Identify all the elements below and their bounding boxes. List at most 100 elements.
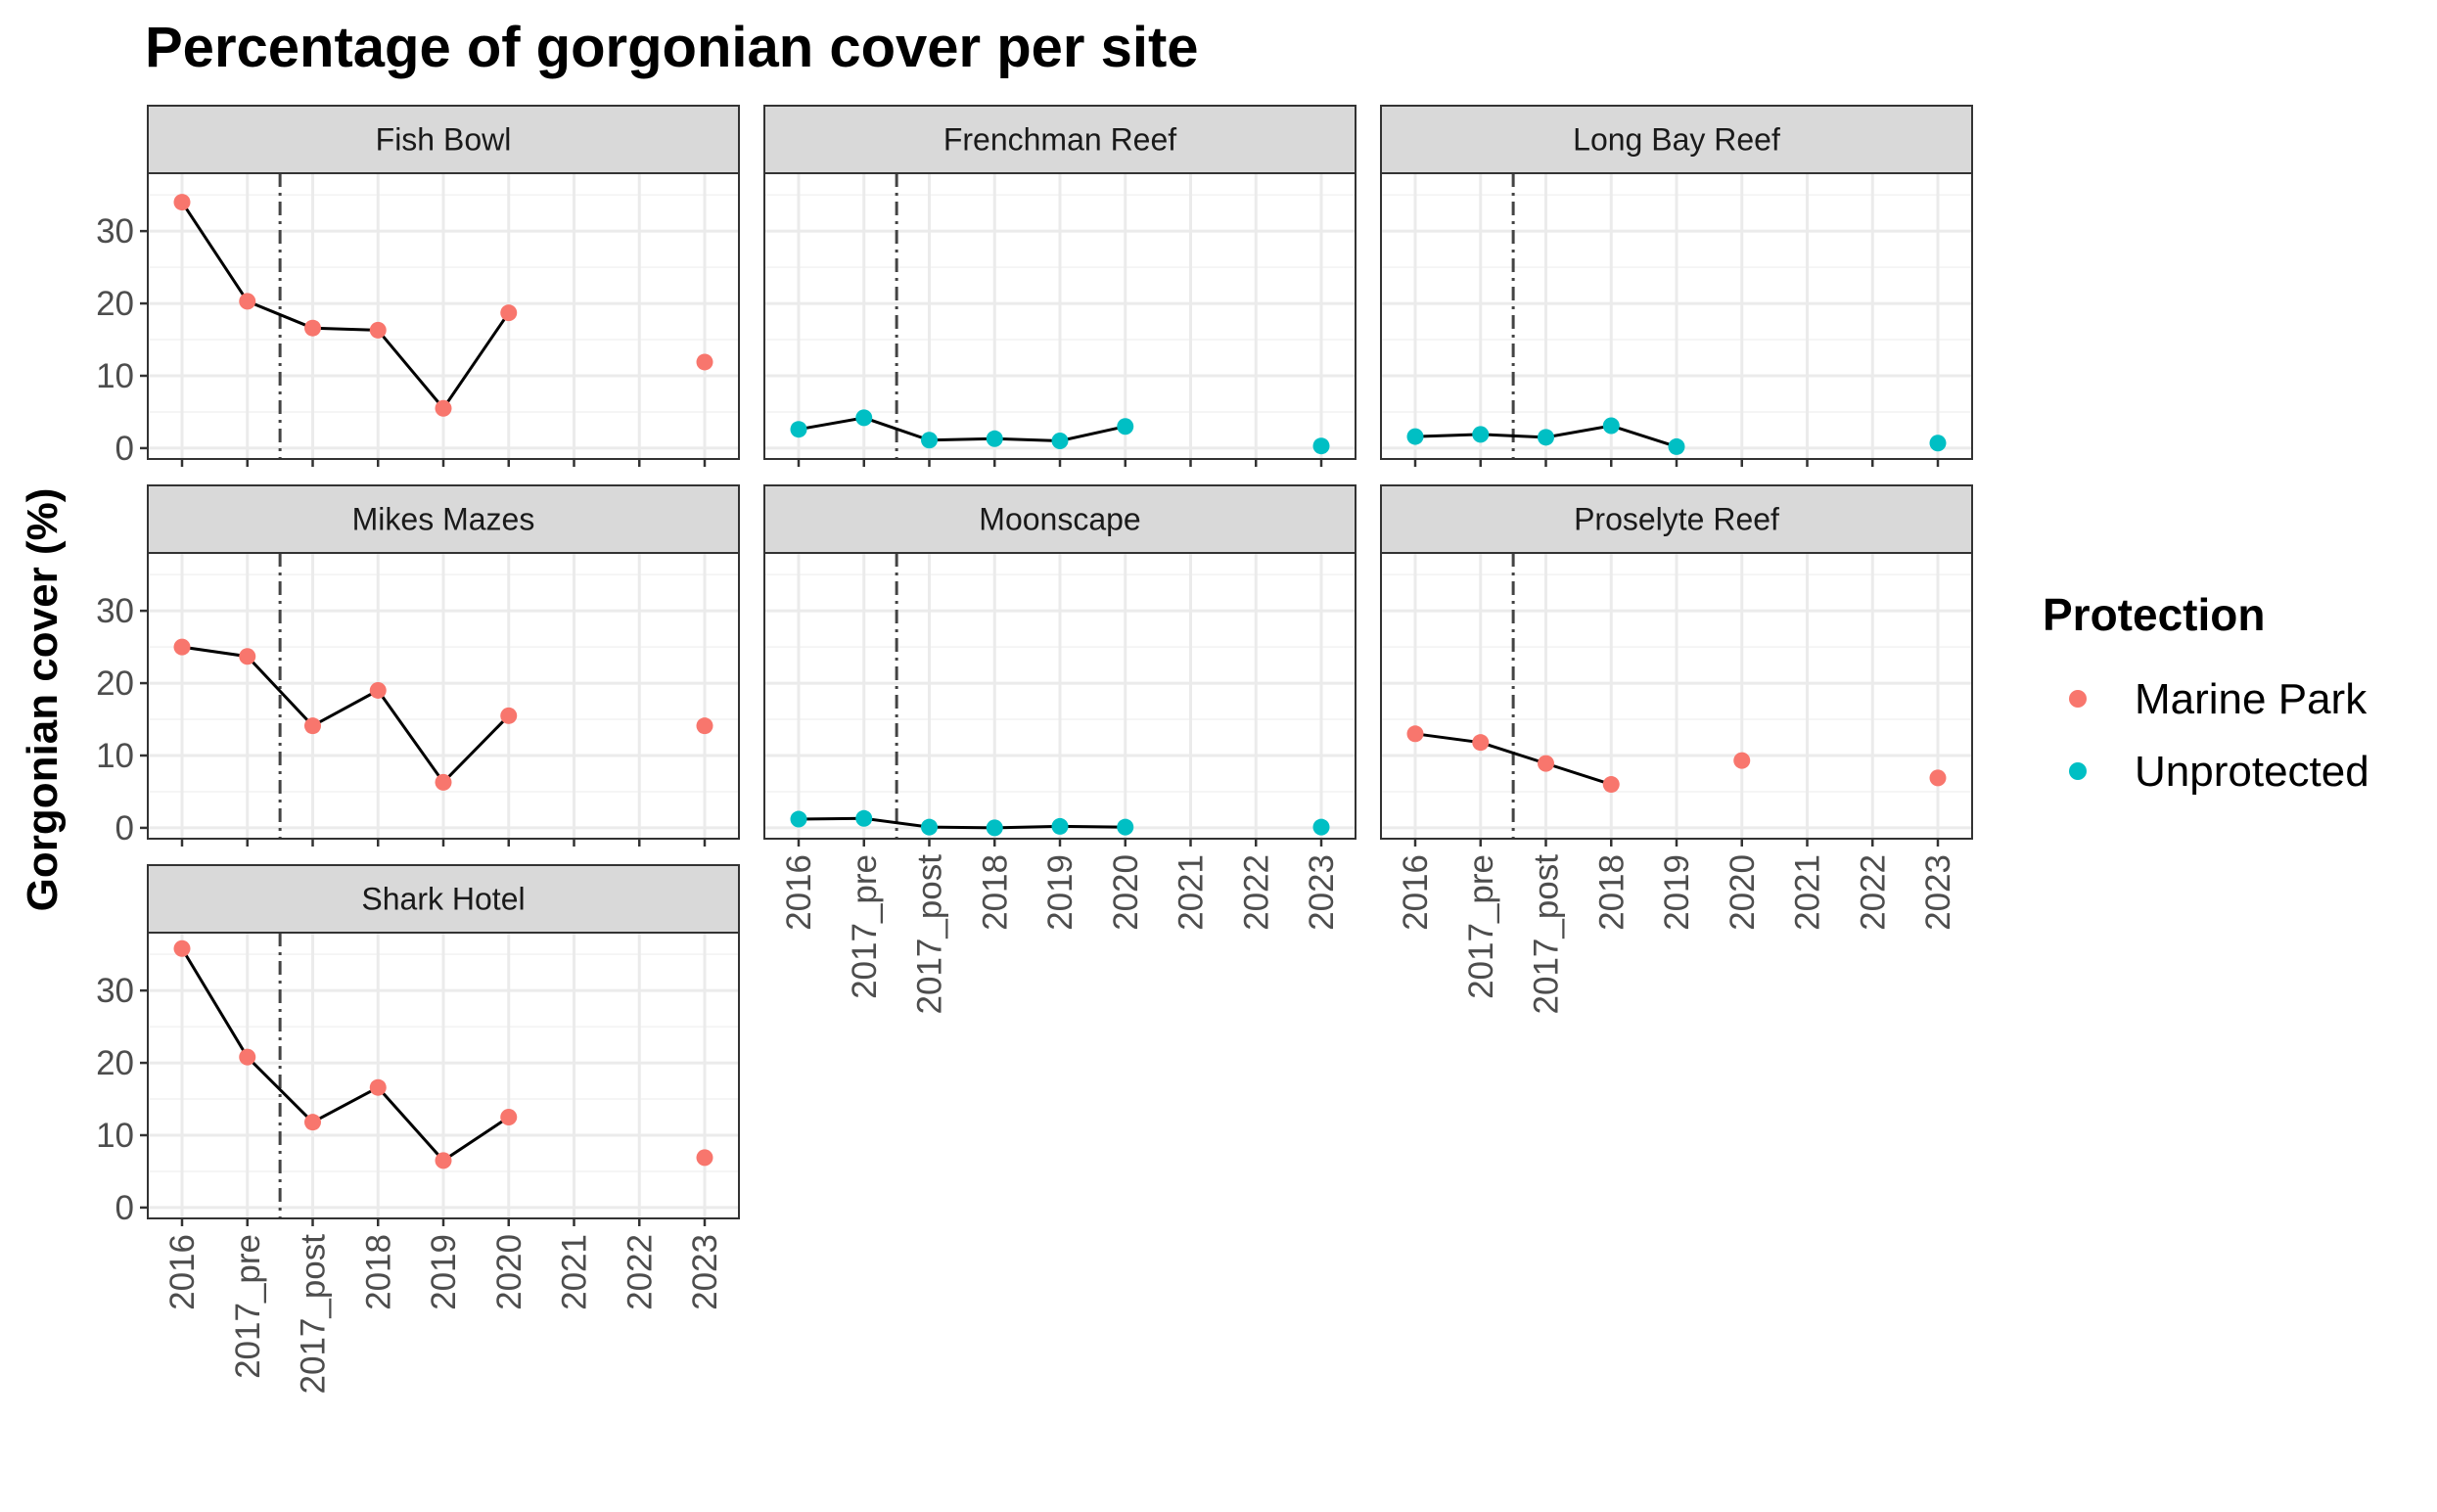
data-point xyxy=(1312,818,1330,836)
series-line xyxy=(1414,732,1612,786)
legend-label-marine-park: Marine Park xyxy=(2135,675,2368,723)
data-point xyxy=(1538,755,1554,772)
data-point xyxy=(1538,429,1554,446)
y-tick-label: 30 xyxy=(96,592,134,630)
facet-strip-label: Mikes Mazes xyxy=(352,502,535,537)
data-point xyxy=(1117,418,1134,435)
data-point xyxy=(304,717,321,735)
x-tick-label: 2020 xyxy=(490,1234,529,1310)
panel-long-bay-reef: Long Bay Reef xyxy=(1380,105,1973,467)
data-point xyxy=(369,681,387,699)
facet-strip xyxy=(1380,484,1973,554)
y-tick-label: 30 xyxy=(96,212,134,251)
x-tick-label: 2020 xyxy=(1724,854,1762,931)
data-point xyxy=(500,707,518,724)
x-tick-label: 2016 xyxy=(1397,854,1435,931)
data-point xyxy=(1406,725,1424,743)
data-point xyxy=(1733,752,1751,769)
x-tick-label: 2023 xyxy=(686,1234,724,1310)
chart-title: Percentage of gorgonian cover per site xyxy=(145,16,1199,79)
x-tick-label: 2023 xyxy=(1303,854,1341,931)
legend-key-marine-park xyxy=(2069,690,2087,708)
y-tick-label: 20 xyxy=(96,1044,134,1082)
legend-title: Protection xyxy=(2043,589,2265,640)
x-tick-label: 2023 xyxy=(1919,854,1957,931)
data-point xyxy=(790,421,807,438)
data-point xyxy=(435,399,452,417)
x-tick-label: 2016 xyxy=(163,1234,202,1310)
facet-strip-label: Moonscape xyxy=(979,502,1140,537)
data-point xyxy=(1668,437,1685,455)
x-tick-label: 2016 xyxy=(780,854,818,931)
legend-label-unprotected: Unprotected xyxy=(2135,748,2369,796)
data-point xyxy=(1051,817,1069,835)
facet-strip-label: Shark Hotel xyxy=(361,882,525,917)
x-tick-label: 2021 xyxy=(1789,854,1827,931)
x-tick-label: 2021 xyxy=(1173,854,1211,931)
series-line xyxy=(798,416,1127,443)
data-point xyxy=(304,1114,321,1131)
facet-strip xyxy=(763,484,1356,554)
y-tick-label: 20 xyxy=(96,664,134,703)
data-point xyxy=(1602,776,1620,794)
x-tick-label: 2018 xyxy=(1592,854,1631,931)
facet-strip xyxy=(763,105,1356,174)
data-point xyxy=(1406,428,1424,445)
facet-strip xyxy=(147,864,740,934)
data-point xyxy=(500,304,518,322)
data-point xyxy=(173,194,191,211)
x-tick-label: 2020 xyxy=(1107,854,1145,931)
y-tick-label: 0 xyxy=(115,430,134,468)
data-point xyxy=(1472,734,1490,752)
series-line xyxy=(180,201,510,411)
data-point xyxy=(790,810,807,828)
panel-frenchman-reef: Frenchman Reef xyxy=(763,105,1356,467)
facet-strip xyxy=(1380,105,1973,174)
data-point xyxy=(1117,818,1134,836)
data-point xyxy=(435,773,452,791)
data-point xyxy=(1312,437,1330,455)
data-point xyxy=(304,319,321,337)
facet-strip-label: Long Bay Reef xyxy=(1573,122,1780,158)
facet-strip-label: Frenchman Reef xyxy=(943,122,1176,158)
data-point xyxy=(1929,435,1947,452)
data-point xyxy=(239,293,256,310)
x-tick-label: 2019 xyxy=(1658,854,1696,931)
x-tick-label: 2017_pre xyxy=(846,854,884,999)
data-point xyxy=(173,939,191,957)
data-point xyxy=(921,818,938,836)
facet-strip-label: Proselyte Reef xyxy=(1574,502,1779,537)
y-tick-label: 20 xyxy=(96,285,134,323)
y-tick-label: 10 xyxy=(96,357,134,395)
facet-panels: Fish Bowl 0 10 20 30 Frenchman Reef Long Bay R… xyxy=(96,105,1973,1395)
data-point xyxy=(696,1149,713,1167)
x-tick-label: 2019 xyxy=(425,1234,463,1310)
data-point xyxy=(855,809,873,827)
x-tick-label: 2018 xyxy=(359,1234,397,1310)
x-tick-label: 2018 xyxy=(976,854,1014,931)
legend: Protection Marine Park Unprotected xyxy=(2043,589,2369,796)
data-point xyxy=(239,1048,256,1066)
facet-strip xyxy=(147,105,740,174)
panel-proselyte-reef: Proselyte Reef 2016 2017_pre 2017_post 2018 2… xyxy=(1380,484,1973,1015)
data-point xyxy=(696,353,713,371)
x-tick-label: 2017_post xyxy=(911,854,949,1015)
series-line xyxy=(798,816,1126,830)
panel-shark-hotel: Shark Hotel 0 10 20 30 2016 2017_pre 2017_post 2… xyxy=(96,864,740,1395)
y-tick-label: 10 xyxy=(96,1117,134,1155)
data-point xyxy=(1929,769,1947,787)
x-tick-label: 2021 xyxy=(556,1234,594,1310)
series-line xyxy=(180,947,510,1163)
data-point xyxy=(173,638,191,656)
data-point xyxy=(921,432,938,449)
x-tick-label: 2017_post xyxy=(295,1234,333,1395)
legend-key-unprotected xyxy=(2069,762,2087,780)
data-point xyxy=(1051,433,1069,450)
y-tick-label: 0 xyxy=(115,1189,134,1227)
data-point xyxy=(369,1078,387,1096)
y-tick-label: 0 xyxy=(115,809,134,848)
facet-strip xyxy=(147,484,740,554)
x-tick-label: 2017_post xyxy=(1528,854,1566,1015)
